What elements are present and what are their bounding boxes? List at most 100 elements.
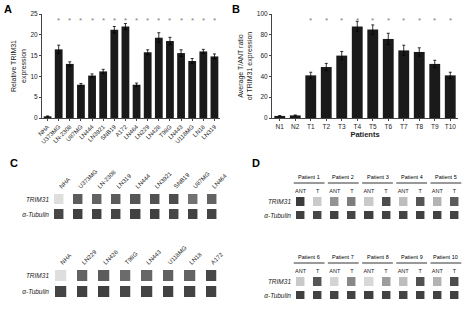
svg-text:*: * bbox=[57, 16, 60, 25]
svg-text:α-Tubulin: α-Tubulin bbox=[22, 288, 49, 295]
svg-text:T8: T8 bbox=[415, 123, 423, 130]
svg-text:T: T bbox=[384, 188, 388, 194]
svg-text:T6: T6 bbox=[384, 123, 392, 130]
svg-text:T: T bbox=[316, 268, 320, 274]
svg-text:10: 10 bbox=[30, 73, 38, 80]
svg-text:LN443: LN443 bbox=[145, 248, 162, 265]
svg-text:LN464: LN464 bbox=[211, 172, 228, 189]
svg-text:T7: T7 bbox=[400, 123, 408, 130]
svg-text:*: * bbox=[418, 16, 421, 25]
svg-text:*: * bbox=[102, 16, 105, 25]
svg-text:25: 25 bbox=[30, 10, 38, 17]
svg-text:ANT: ANT bbox=[398, 268, 410, 274]
svg-text:*: * bbox=[113, 16, 116, 25]
svg-text:0: 0 bbox=[34, 114, 38, 121]
svg-text:NHA: NHA bbox=[59, 252, 72, 265]
svg-text:A: A bbox=[4, 3, 12, 15]
svg-text:T: T bbox=[350, 268, 354, 274]
svg-text:15: 15 bbox=[30, 52, 38, 59]
svg-text:Patient 5: Patient 5 bbox=[435, 174, 457, 180]
svg-text:LN428: LN428 bbox=[145, 123, 162, 140]
svg-text:ANT: ANT bbox=[432, 268, 444, 274]
svg-text:U87MG: U87MG bbox=[65, 124, 84, 143]
svg-text:100: 100 bbox=[257, 10, 268, 17]
svg-text:TRIM31: TRIM31 bbox=[268, 278, 292, 285]
svg-text:*: * bbox=[371, 16, 374, 25]
svg-text:ANT: ANT bbox=[432, 188, 444, 194]
svg-text:40: 40 bbox=[260, 73, 268, 80]
svg-text:Average T/ANT ratioof TRIM31 e: Average T/ANT ratioof TRIM31 expression bbox=[237, 32, 254, 100]
svg-text:U118MG: U118MG bbox=[174, 124, 195, 145]
svg-text:*: * bbox=[79, 16, 82, 25]
svg-text:LN18: LN18 bbox=[192, 123, 207, 138]
svg-text:*: * bbox=[124, 16, 127, 25]
svg-text:D: D bbox=[252, 157, 260, 169]
svg-text:5: 5 bbox=[34, 93, 38, 100]
svg-text:Patient 1: Patient 1 bbox=[298, 174, 320, 180]
svg-text:*: * bbox=[146, 16, 149, 25]
svg-text:T98G: T98G bbox=[158, 124, 173, 139]
svg-text:A172: A172 bbox=[114, 123, 129, 138]
svg-text:LN319: LN319 bbox=[115, 172, 132, 189]
svg-text:A172: A172 bbox=[210, 251, 225, 266]
svg-text:*: * bbox=[157, 16, 160, 25]
svg-text:α-Tubulin: α-Tubulin bbox=[264, 292, 291, 299]
svg-text:T: T bbox=[453, 188, 457, 194]
svg-text:SNB19: SNB19 bbox=[173, 171, 191, 189]
svg-text:LN3921: LN3921 bbox=[154, 170, 174, 190]
svg-text:TRIM31: TRIM31 bbox=[268, 198, 292, 205]
svg-text:α-Tubulin: α-Tubulin bbox=[264, 212, 291, 219]
svg-text:TRIM31: TRIM31 bbox=[26, 196, 50, 203]
svg-text:ANT: ANT bbox=[363, 188, 375, 194]
svg-text:U373MG: U373MG bbox=[77, 168, 98, 189]
svg-text:Relative TRIM31expression: Relative TRIM31expression bbox=[10, 40, 27, 92]
svg-text:ANT: ANT bbox=[295, 268, 307, 274]
svg-text:ANT: ANT bbox=[329, 188, 341, 194]
svg-text:U373MG: U373MG bbox=[40, 124, 61, 145]
svg-text:20: 20 bbox=[260, 93, 268, 100]
svg-text:*: * bbox=[433, 16, 436, 25]
svg-text:*: * bbox=[91, 16, 94, 25]
svg-text:T10: T10 bbox=[445, 123, 457, 130]
svg-text:LN443: LN443 bbox=[167, 123, 184, 140]
svg-text:*: * bbox=[309, 16, 312, 25]
svg-text:Patient 8: Patient 8 bbox=[367, 254, 389, 260]
svg-text:*: * bbox=[402, 16, 405, 25]
svg-text:SNB19: SNB19 bbox=[99, 123, 117, 141]
svg-text:LN229: LN229 bbox=[134, 123, 151, 140]
svg-text:T: T bbox=[419, 268, 423, 274]
svg-text:N1: N1 bbox=[276, 123, 285, 130]
svg-text:T3: T3 bbox=[338, 123, 346, 130]
svg-text:LN319: LN319 bbox=[201, 123, 218, 140]
svg-text:LN-2308: LN-2308 bbox=[96, 169, 117, 190]
svg-text:T9: T9 bbox=[431, 123, 439, 130]
svg-text:T: T bbox=[350, 188, 354, 194]
svg-text:*: * bbox=[180, 16, 183, 25]
svg-text:N2: N2 bbox=[291, 123, 300, 130]
svg-text:*: * bbox=[325, 16, 328, 25]
svg-text:LN3921: LN3921 bbox=[87, 123, 107, 143]
svg-text:T2: T2 bbox=[322, 123, 330, 130]
svg-text:ANT: ANT bbox=[329, 268, 341, 274]
svg-text:*: * bbox=[68, 16, 71, 25]
svg-text:ANT: ANT bbox=[398, 188, 410, 194]
svg-text:*: * bbox=[191, 16, 194, 25]
svg-text:T: T bbox=[453, 268, 457, 274]
svg-text:T: T bbox=[316, 188, 320, 194]
svg-text:Patient 7: Patient 7 bbox=[332, 254, 354, 260]
svg-text:*: * bbox=[356, 16, 359, 25]
svg-text:T5: T5 bbox=[369, 123, 377, 130]
svg-text:α-Tubulin: α-Tubulin bbox=[22, 211, 49, 218]
svg-text:ANT: ANT bbox=[363, 268, 375, 274]
svg-text:80: 80 bbox=[260, 31, 268, 38]
svg-text:LN444: LN444 bbox=[135, 172, 152, 189]
svg-text:LN444: LN444 bbox=[78, 123, 95, 140]
svg-text:0: 0 bbox=[264, 114, 268, 121]
svg-text:LN428: LN428 bbox=[102, 248, 119, 265]
svg-text:NHA: NHA bbox=[58, 176, 71, 189]
svg-text:U87MG: U87MG bbox=[192, 171, 211, 190]
svg-text:LN464: LN464 bbox=[123, 123, 140, 140]
svg-text:LN-2308: LN-2308 bbox=[52, 123, 73, 144]
svg-text:60: 60 bbox=[260, 52, 268, 59]
svg-text:ANT: ANT bbox=[295, 188, 307, 194]
